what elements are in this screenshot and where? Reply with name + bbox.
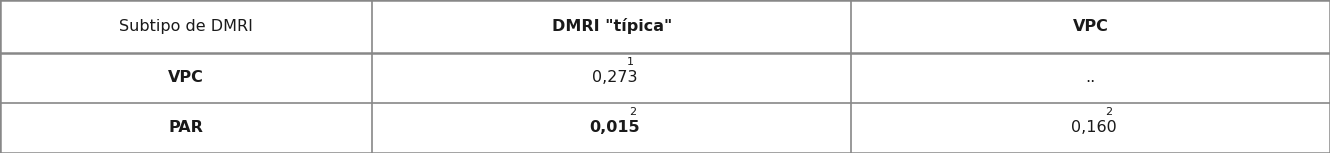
Text: DMRI "típica": DMRI "típica" — [552, 18, 672, 34]
Text: 0,015: 0,015 — [589, 120, 640, 135]
Text: 2: 2 — [629, 107, 637, 118]
Text: VPC: VPC — [169, 70, 203, 85]
Text: 0,273: 0,273 — [592, 70, 637, 85]
Text: Subtipo de DMRI: Subtipo de DMRI — [120, 19, 253, 34]
Text: PAR: PAR — [169, 120, 203, 135]
Text: ..: .. — [1085, 70, 1096, 85]
Text: VPC: VPC — [1073, 19, 1108, 34]
Text: 2: 2 — [1105, 107, 1113, 118]
Text: 0,160: 0,160 — [1071, 120, 1116, 135]
Text: 1: 1 — [626, 57, 634, 67]
